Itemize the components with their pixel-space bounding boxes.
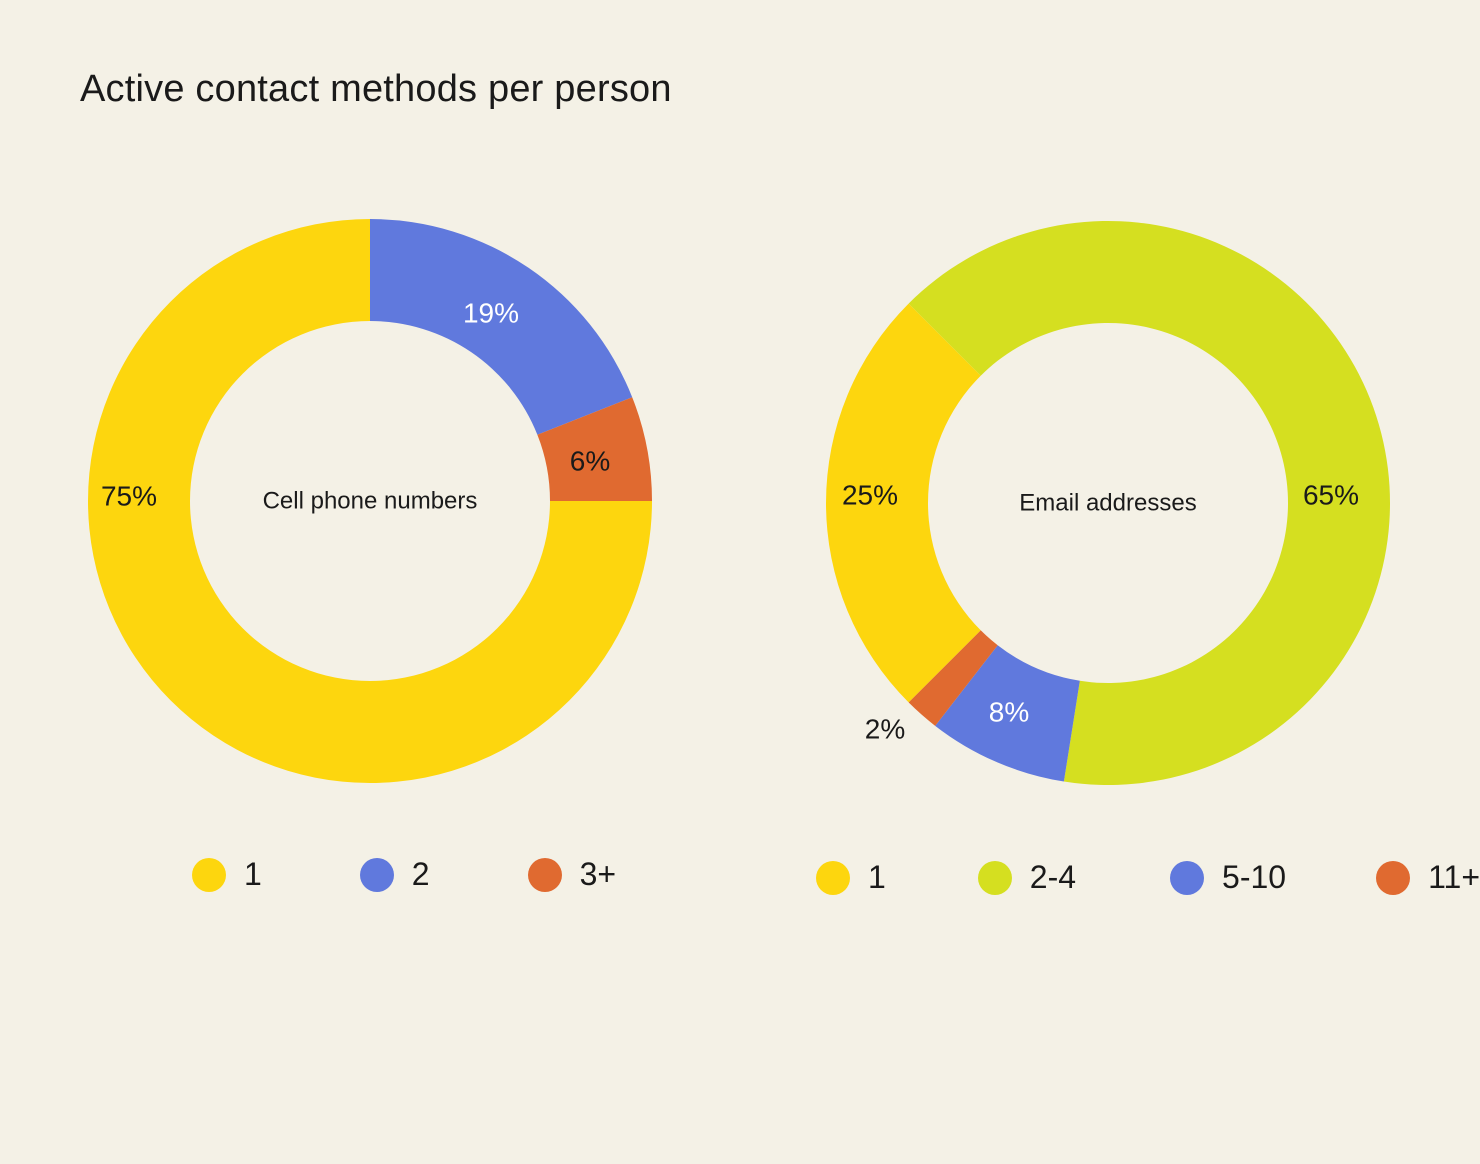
cell-phone-data-label-2: 19% [463, 298, 519, 329]
cell-phone-slice-2 [370, 219, 633, 435]
email-legend-label-11: 11+ [1428, 859, 1480, 895]
email-legend-item-1: 1 [816, 859, 886, 896]
email-legend-swatch-11 [1376, 860, 1411, 895]
email-legend-item-11: 11+ [1376, 859, 1480, 896]
cell-phone-legend-swatch-1 [192, 857, 226, 892]
email-slice-1 [826, 303, 981, 703]
email-slice-2-4 [908, 221, 1390, 786]
cell-phone-legend-label-2: 2 [411, 856, 430, 892]
email-legend-label-2-4: 2-4 [1029, 859, 1077, 895]
email-legend-swatch-1 [816, 860, 850, 895]
cell-phone-data-label-3: 6% [570, 446, 610, 477]
email-legend-label-1: 1 [868, 859, 886, 895]
email-data-label-1: 25% [842, 480, 898, 511]
email-data-label-2-4: 65% [1303, 480, 1359, 511]
cell-phone-legend-swatch-2 [359, 857, 394, 892]
cell-phone-legend-item-3: 3+ [527, 856, 617, 893]
cell-phone-center-label: Cell phone numbers [263, 488, 478, 515]
cell-phone-legend: 1 2 3+ [192, 856, 616, 893]
email-legend: 1 2-4 5-10 11+ [816, 859, 1480, 896]
email-slice-5-10 [935, 645, 1080, 782]
email-data-label-11: 2% [865, 714, 905, 745]
email-legend-label-5-10: 5-10 [1222, 859, 1287, 895]
email-slice-11 [908, 630, 998, 726]
email-center-label: Email addresses [1019, 490, 1196, 517]
email-data-label-5-10: 8% [989, 697, 1029, 728]
cell-phone-data-label-1: 75% [101, 481, 157, 512]
cell-phone-slice-1 [88, 219, 652, 783]
email-legend-swatch-2-4 [977, 860, 1012, 895]
email-legend-item-2-4: 2-4 [977, 859, 1077, 896]
cell-phone-legend-label-1: 1 [244, 856, 262, 892]
cell-phone-legend-item-1: 1 [192, 856, 262, 893]
chart-title: Active contact methods per person [80, 68, 672, 110]
email-legend-swatch-5-10 [1170, 860, 1205, 895]
cell-phone-legend-label-3: 3+ [579, 856, 617, 892]
email-legend-item-5-10: 5-10 [1170, 859, 1286, 896]
cell-phone-legend-swatch-3 [527, 857, 562, 892]
cell-phone-legend-item-2: 2 [359, 856, 430, 893]
cell-phone-slice-3 [537, 397, 652, 501]
